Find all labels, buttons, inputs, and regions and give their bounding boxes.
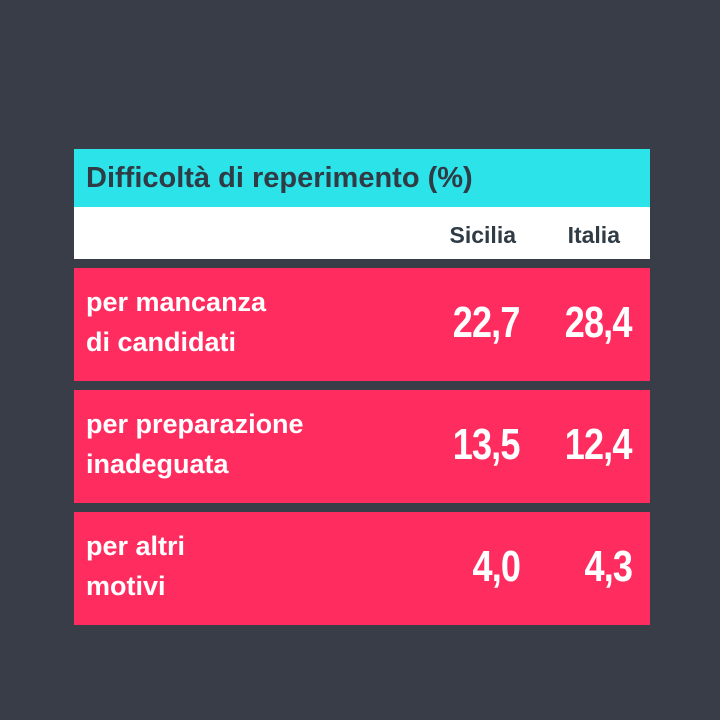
table-row: per mancanza di candidati 22,7 28,4 xyxy=(74,268,650,381)
table-row: per preparazione inadeguata 13,5 12,4 xyxy=(74,390,650,503)
value-sicilia: 4,0 xyxy=(472,542,521,591)
data-table: Difficoltà di reperimento (%) Sicilia It… xyxy=(74,149,650,625)
column-header-italia: Italia xyxy=(567,222,620,248)
value-sicilia: 13,5 xyxy=(453,420,521,469)
column-header-row: Sicilia Italia xyxy=(74,207,650,259)
table-title-text: Difficoltà di reperimento (%) xyxy=(86,161,473,194)
table-title: Difficoltà di reperimento (%) xyxy=(74,149,650,207)
row-label: per altri motivi xyxy=(86,526,406,606)
row-label-line: di candidati xyxy=(86,327,237,357)
table-row: per altri motivi 4,0 4,3 xyxy=(74,512,650,625)
row-label: per mancanza di candidati xyxy=(86,282,406,362)
value-italia: 12,4 xyxy=(565,420,633,469)
row-label-line: per altri xyxy=(86,531,186,561)
row-label-line: per mancanza xyxy=(86,287,267,317)
column-header-sicilia: Sicilia xyxy=(449,222,516,248)
row-label-line: motivi xyxy=(86,571,166,601)
value-sicilia: 22,7 xyxy=(453,298,521,347)
row-label-line: inadeguata xyxy=(86,449,229,479)
row-label-line: per preparazione xyxy=(86,409,304,439)
value-italia: 4,3 xyxy=(584,542,633,591)
value-italia: 28,4 xyxy=(565,298,633,347)
row-label: per preparazione inadeguata xyxy=(86,404,406,484)
